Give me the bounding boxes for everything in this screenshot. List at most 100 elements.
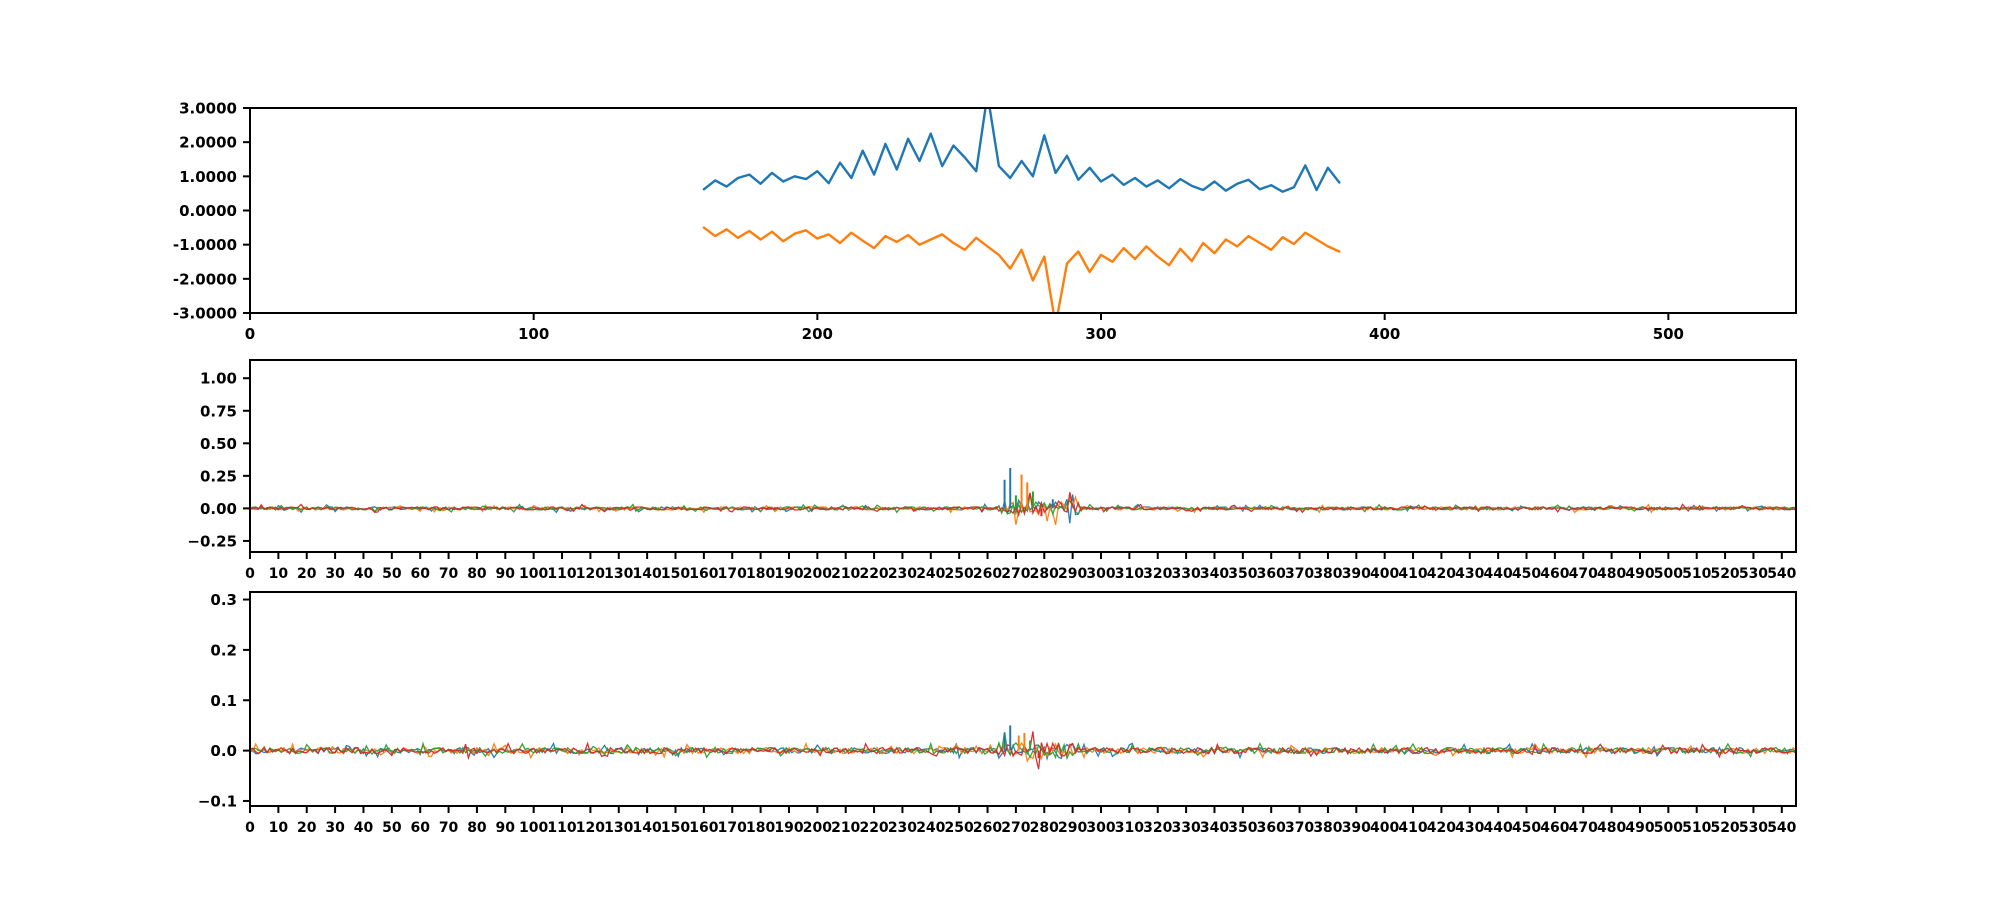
- x-tick-label: 50: [382, 566, 402, 582]
- x-tick-label: 90: [496, 566, 516, 582]
- x-tick-label: 120: [576, 566, 605, 582]
- x-tick-label: 300: [1086, 820, 1115, 836]
- x-tick-label: 270: [1001, 566, 1030, 582]
- x-tick-label: 100: [519, 566, 548, 582]
- x-tick-label: 400: [1370, 566, 1399, 582]
- x-tick-label: 440: [1484, 820, 1513, 836]
- y-tick-label: 0.2: [210, 641, 237, 659]
- x-tick-label: 270: [1001, 820, 1030, 836]
- x-tick-label: 200: [803, 820, 832, 836]
- x-tick-label: 500: [1654, 566, 1683, 582]
- x-tick-label: 150: [661, 566, 690, 582]
- x-tick-label: 50: [382, 820, 402, 836]
- y-tick-label: 0.1: [210, 692, 237, 710]
- x-tick-label: 190: [774, 566, 803, 582]
- x-tick-label: 140: [633, 820, 662, 836]
- x-tick-label: 470: [1569, 566, 1598, 582]
- axes-border: [249, 591, 1797, 807]
- x-tick-label: 100: [518, 325, 549, 343]
- x-tick-label: 410: [1398, 820, 1427, 836]
- x-tick-label: 490: [1625, 820, 1654, 836]
- x-tick-label: 130: [604, 566, 633, 582]
- bottom-residual-chart: 0 10 20 30 40 50 60 70 80 90 100 110 120 130 140 150 160…: [198, 591, 1797, 836]
- x-tick-label: 460: [1540, 566, 1569, 582]
- x-tick-label: 60: [410, 820, 430, 836]
- x-tick-label: 310: [1115, 820, 1144, 836]
- x-tick-label: 60: [410, 566, 430, 582]
- x-tick-label: 320: [1143, 566, 1172, 582]
- x-tick-label: 230: [888, 820, 917, 836]
- x-tick-label: 290: [1058, 820, 1087, 836]
- x-tick-label: 490: [1625, 566, 1654, 582]
- x-tick-label: 370: [1285, 566, 1314, 582]
- x-tick-label: 390: [1342, 820, 1371, 836]
- x-tick-label: 100: [519, 820, 548, 836]
- x-tick-label: 310: [1115, 566, 1144, 582]
- x-tick-label: 420: [1427, 566, 1456, 582]
- x-tick-label: 380: [1313, 566, 1342, 582]
- x-tick-label: 200: [803, 566, 832, 582]
- axes-border: [249, 107, 1797, 314]
- y-tick-label: 0.00: [200, 500, 237, 518]
- x-tick-label: 350: [1228, 566, 1257, 582]
- x-tick-label: 450: [1512, 820, 1541, 836]
- x-tick-label: 90: [496, 820, 516, 836]
- y-tick-label: 0.0000: [179, 202, 237, 220]
- x-tick-label: 110: [547, 820, 576, 836]
- x-tick-label: 340: [1200, 820, 1229, 836]
- y-tick-label: -3.0000: [173, 305, 237, 323]
- y-tick-label: -1.0000: [173, 236, 237, 254]
- x-tick-label: 30: [325, 566, 345, 582]
- y-tick-label: 1.0000: [179, 168, 237, 186]
- x-tick-label: 350: [1228, 820, 1257, 836]
- x-tick-label: 200: [802, 325, 833, 343]
- x-tick-label: 40: [354, 820, 374, 836]
- x-tick-label: 10: [269, 820, 289, 836]
- y-tick-label: 0.0: [210, 742, 237, 760]
- x-tick-label: 80: [467, 820, 487, 836]
- x-tick-label: 260: [973, 566, 1002, 582]
- x-tick-label: 280: [1030, 820, 1059, 836]
- x-tick-label: 370: [1285, 820, 1314, 836]
- y-tick-label: −0.25: [187, 532, 237, 550]
- x-tick-label: 30: [325, 820, 345, 836]
- x-tick-label: 160: [689, 820, 718, 836]
- x-tick-label: 480: [1597, 820, 1626, 836]
- x-tick-label: 530: [1739, 820, 1768, 836]
- x-tick-label: 360: [1257, 566, 1286, 582]
- y-tick-label: 0.50: [200, 435, 237, 453]
- x-tick-label: 130: [604, 820, 633, 836]
- y-tick-label: -2.0000: [173, 270, 237, 288]
- x-tick-label: 510: [1682, 820, 1711, 836]
- x-tick-label: 0: [245, 820, 255, 836]
- x-tick-label: 70: [439, 820, 459, 836]
- x-tick-label: 0: [245, 566, 255, 582]
- x-tick-label: 400: [1369, 325, 1400, 343]
- top-line-chart: 0 100 200 300 400 500 3.0000 2.0000 1.0000 0.0000…: [173, 100, 1797, 343]
- x-tick-label: 460: [1540, 820, 1569, 836]
- x-tick-label: 430: [1455, 566, 1484, 582]
- x-tick-label: 230: [888, 566, 917, 582]
- y-tick-label: 0.3: [210, 591, 237, 609]
- x-tick-label: 400: [1370, 820, 1399, 836]
- x-tick-label: 500: [1654, 820, 1683, 836]
- x-tick-label: 110: [547, 566, 576, 582]
- x-tick-label: 250: [945, 566, 974, 582]
- plot-area: [250, 468, 1796, 526]
- x-tick-label: 240: [916, 566, 945, 582]
- plot-area: [702, 108, 1341, 313]
- noise-line: [250, 492, 1796, 518]
- x-tick-label: 170: [718, 820, 747, 836]
- x-tick-label: 380: [1313, 820, 1342, 836]
- axes-border: [249, 359, 1797, 553]
- x-tick-label: 510: [1682, 566, 1711, 582]
- x-tick-label: 440: [1484, 566, 1513, 582]
- x-tick-label: 280: [1030, 566, 1059, 582]
- x-tick-label: 210: [831, 566, 860, 582]
- x-tick-label: 470: [1569, 820, 1598, 836]
- x-tick-label: 0: [245, 325, 255, 343]
- x-tick-label: 180: [746, 820, 775, 836]
- x-tick-label: 480: [1597, 566, 1626, 582]
- x-tick-label: 290: [1058, 566, 1087, 582]
